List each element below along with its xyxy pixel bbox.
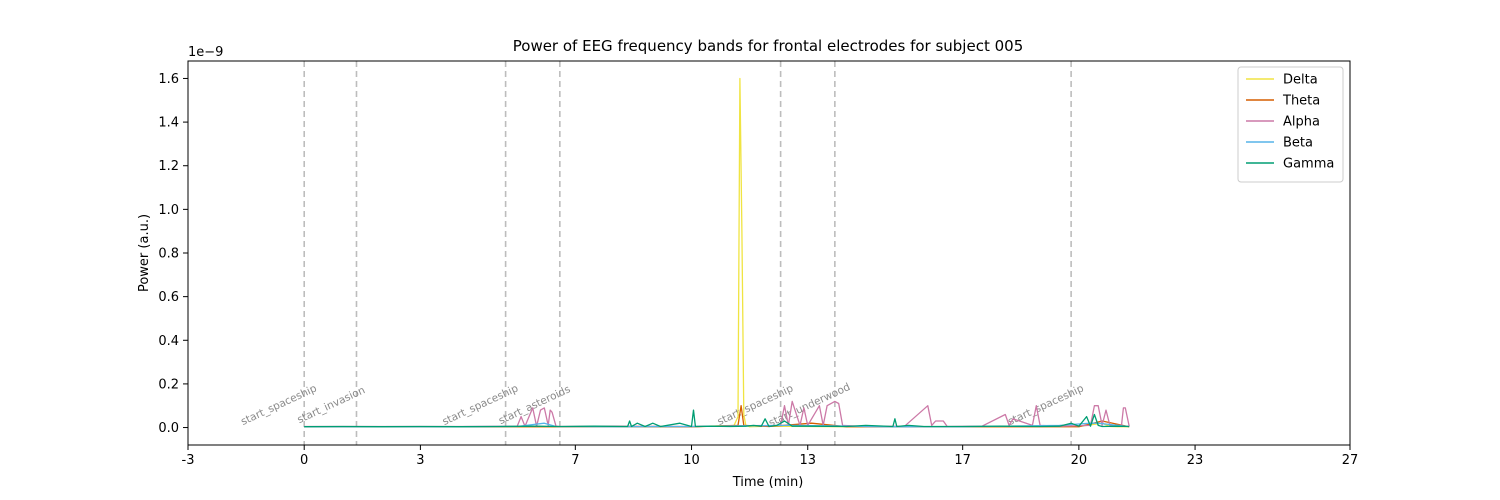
x-tick-label-7: 20 [1071, 453, 1088, 468]
y-tick-label-0: 0.0 [158, 421, 179, 436]
x-tick-label-9: 27 [1342, 453, 1359, 468]
x-axis-label: Time (min) [732, 475, 804, 490]
x-tick-label-5: 13 [799, 453, 816, 468]
legend-label-gamma: Gamma [1283, 157, 1334, 172]
y-tick-label-7: 1.4 [158, 116, 179, 131]
series-line-gamma [304, 409, 1130, 428]
y-tick-label-6: 1.2 [158, 159, 179, 174]
y-axis-label: Power (a.u.) [137, 214, 152, 292]
x-tick-label-4: 10 [683, 453, 700, 468]
y-tick-label-1: 0.2 [158, 377, 179, 392]
x-tick-label-6: 17 [954, 453, 971, 468]
x-tick-label-8: 23 [1187, 453, 1204, 468]
y-tick-label-3: 0.6 [158, 290, 179, 305]
y-tick-label-8: 1.6 [158, 72, 179, 87]
y-tick-label-4: 0.8 [158, 247, 179, 262]
series-line-alpha [304, 400, 1130, 428]
x-tick-label-1: 0 [300, 453, 308, 468]
x-tick-label-2: 3 [416, 453, 424, 468]
legend-label-alpha: Alpha [1283, 115, 1320, 130]
y-tick-label-5: 1.0 [158, 203, 179, 218]
legend-box [1237, 66, 1344, 183]
x-tick-label-3: 7 [571, 453, 579, 468]
y-tick-label-2: 0.4 [158, 334, 179, 349]
legend-label-delta: Delta [1283, 73, 1318, 88]
legend-label-beta: Beta [1283, 136, 1313, 151]
chart-title: Power of EEG frequency bands for frontal… [513, 37, 1023, 55]
legend-label-theta: Theta [1282, 94, 1320, 109]
y-offset-text: 1e−9 [188, 45, 223, 60]
series-line-delta [304, 77, 1130, 428]
x-tick-label-0: -3 [182, 453, 195, 468]
